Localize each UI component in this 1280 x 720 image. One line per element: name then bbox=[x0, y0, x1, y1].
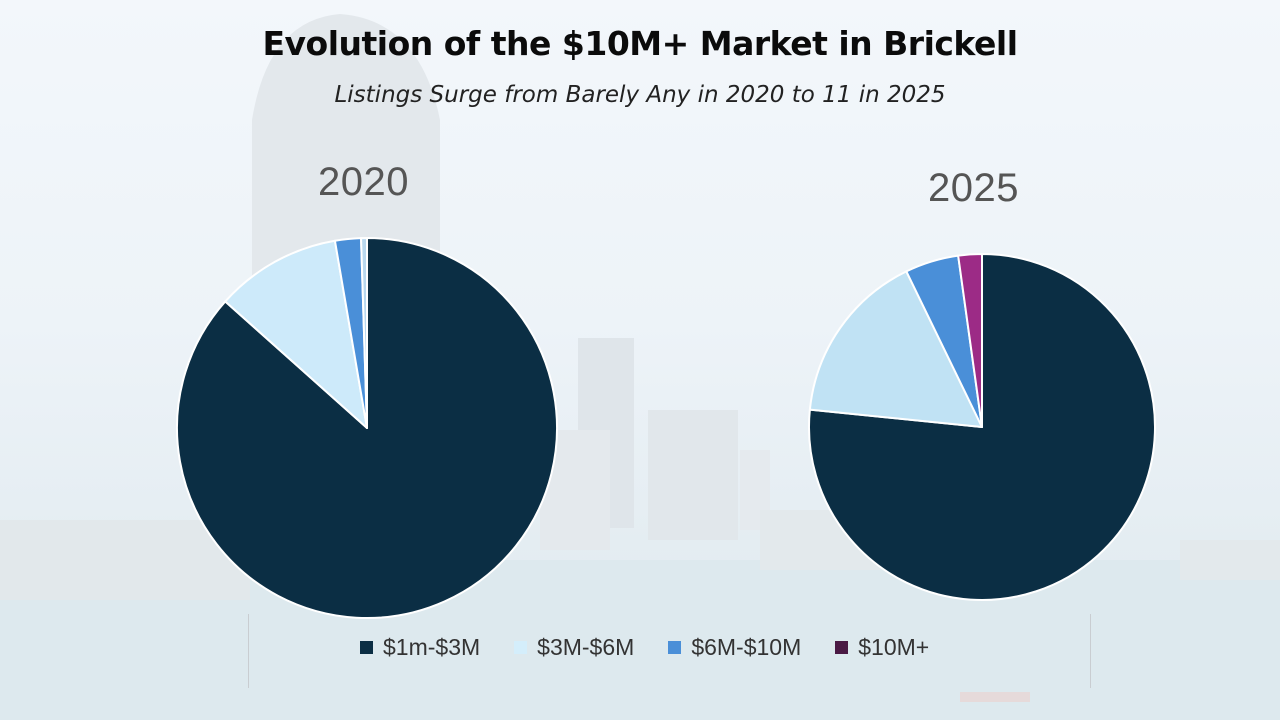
legend-label: $1m-$3M bbox=[383, 634, 481, 660]
legend-swatch bbox=[835, 641, 849, 654]
divider-left bbox=[248, 614, 249, 688]
pie-2025-label: 2025 bbox=[928, 166, 1019, 210]
legend-label: $10M+ bbox=[858, 634, 930, 660]
legend-label: $3M-$6M bbox=[537, 634, 635, 660]
legend-item-10m-plus: $10M+ bbox=[835, 634, 929, 661]
chart-title: Evolution of the $10M+ Market in Brickel… bbox=[262, 24, 1018, 63]
pie-slice-2020-1m-3m bbox=[176, 237, 558, 619]
pie-slice-2025-10m bbox=[957, 253, 983, 428]
chart-subtitle: Listings Surge from Barely Any in 2020 t… bbox=[334, 82, 946, 108]
pie-slice-2020-3m-6m bbox=[224, 239, 368, 429]
divider-right bbox=[1090, 614, 1091, 688]
pie-2020-label: 2020 bbox=[318, 160, 409, 204]
legend-swatch bbox=[360, 641, 373, 654]
legend-item-3m-6m: $3M-$6M bbox=[514, 634, 634, 661]
legend-item-6m-10m: $6M-$10M bbox=[668, 634, 801, 661]
chart-legend: $1m-$3M $3M-$6M $6M-$10M $10M+ bbox=[360, 634, 963, 661]
legend-swatch bbox=[668, 641, 682, 654]
legend-swatch bbox=[514, 641, 528, 654]
legend-label: $6M-$10M bbox=[691, 634, 802, 660]
pie-slice-2020-10m bbox=[360, 237, 368, 429]
legend-item-1m-3m: $1m-$3M bbox=[360, 634, 480, 661]
pie-slice-2025-3m-6m bbox=[808, 270, 983, 428]
